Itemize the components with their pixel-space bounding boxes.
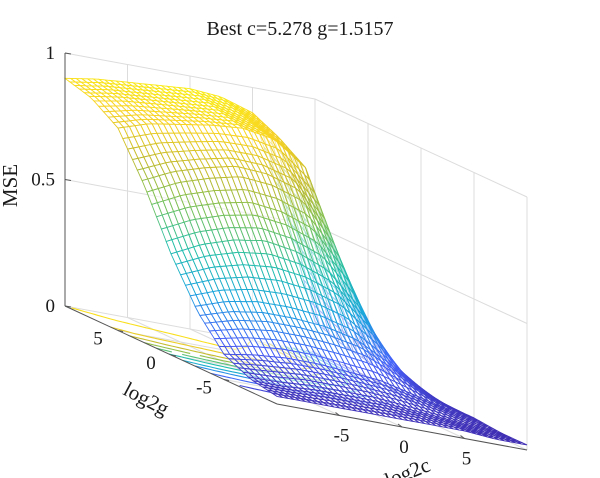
- z-tick-label: 0: [46, 296, 56, 317]
- z-axis-label: MSE: [0, 164, 22, 207]
- y-tick-label: -5: [196, 378, 212, 399]
- z-tick-mark: [64, 305, 72, 308]
- y-axis-label: log2g: [120, 377, 174, 421]
- y-tick-label: 5: [93, 329, 103, 350]
- y-tick-mark: [223, 379, 230, 381]
- x-tick-mark: [460, 435, 465, 439]
- z-tick-label: 1: [46, 43, 56, 64]
- surface-mesh-cell: [516, 441, 528, 446]
- x-tick-label: 5: [462, 449, 472, 470]
- z-tick-label: 0.5: [31, 170, 55, 191]
- z-tick-mark: [64, 179, 72, 181]
- y-tick-label: 0: [146, 353, 156, 374]
- x-tick-label: 0: [399, 437, 409, 458]
- x-tick-mark: [397, 423, 403, 428]
- grid-line: [64, 52, 316, 100]
- x-tick-mark: [335, 412, 340, 416]
- z-tick-mark: [64, 52, 72, 55]
- y-tick-mark: [117, 330, 124, 332]
- x-tick-label: -5: [334, 426, 350, 447]
- y-tick-mark: [170, 354, 177, 357]
- chart-title: Best c=5.278 g=1.5157: [206, 18, 394, 40]
